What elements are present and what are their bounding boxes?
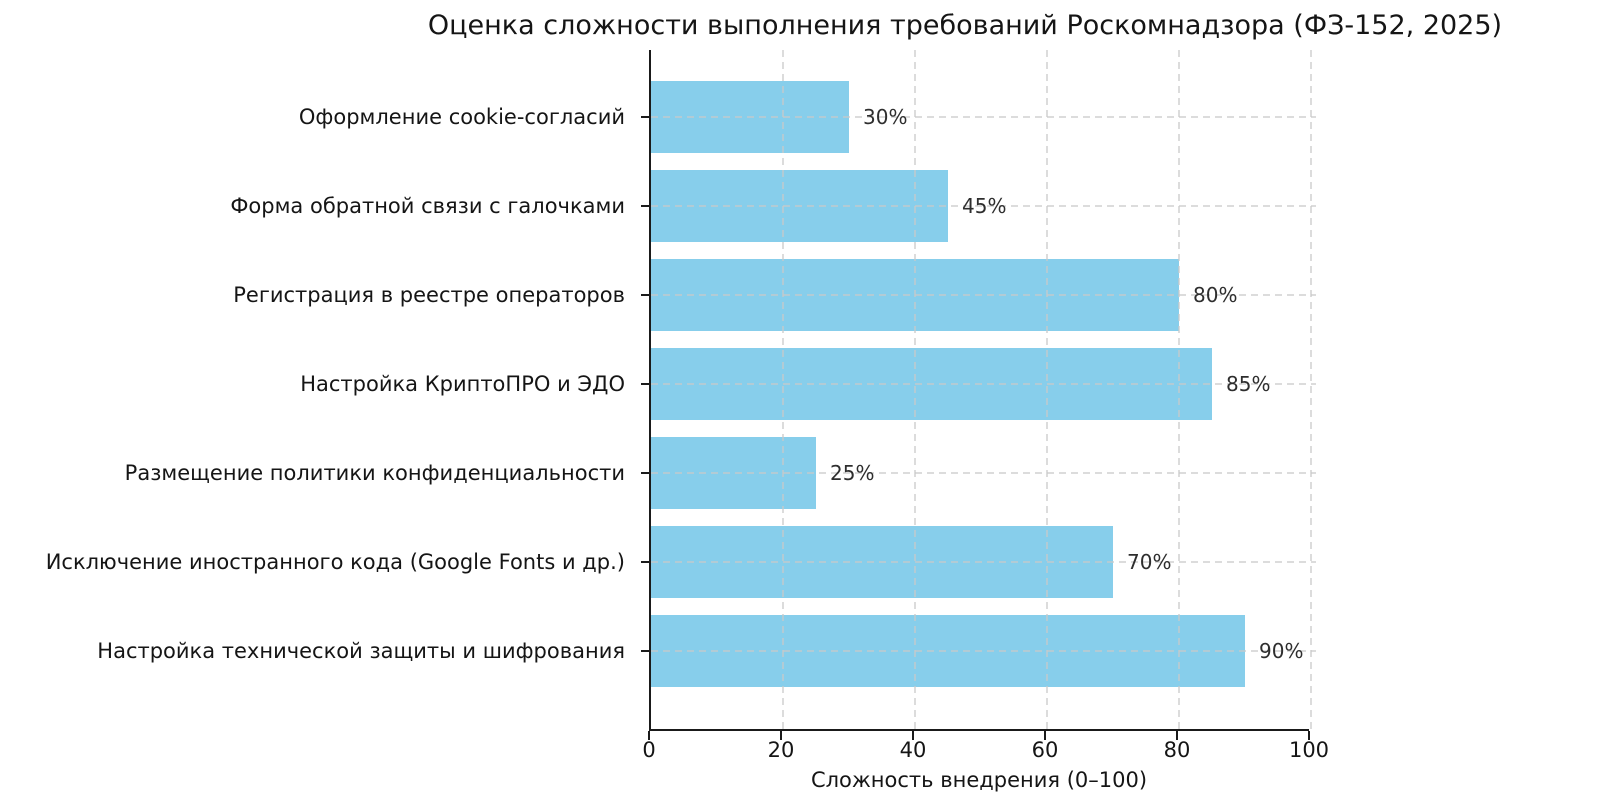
x-tick-mark xyxy=(1176,731,1178,740)
x-axis-label: Сложность внедрения (0–100) xyxy=(810,768,1148,792)
y-tick-mark xyxy=(641,471,649,474)
x-tick-label: 40 xyxy=(899,738,927,762)
y-gridline xyxy=(651,649,1316,652)
y-gridline xyxy=(651,382,1316,385)
plot-area: 30% 45% 80% 85% 25% 70% 90% xyxy=(649,50,1316,731)
bar-value-label: 70% xyxy=(1127,549,1172,574)
x-gridline xyxy=(914,50,916,729)
y-tick-mark xyxy=(641,560,649,563)
x-tick-label: 20 xyxy=(767,738,795,762)
y-gridline xyxy=(651,293,1316,296)
x-tick-label: 80 xyxy=(1163,738,1191,762)
y-tick-mark xyxy=(641,115,649,118)
bar-value-label: 90% xyxy=(1259,638,1304,663)
bar-value-label: 25% xyxy=(830,460,875,485)
category-label: Размещение политики конфиденциальности xyxy=(124,460,625,485)
x-tick-mark xyxy=(912,731,914,740)
category-label: Исключение иностранного кода (Google Fon… xyxy=(45,549,625,574)
category-label: Регистрация в реестре операторов xyxy=(233,282,625,307)
y-tick-mark xyxy=(641,293,649,296)
bar-value-label: 45% xyxy=(962,193,1007,218)
chart-title: Оценка сложности выполнения требований Р… xyxy=(427,10,1503,41)
x-gridline xyxy=(1310,50,1312,729)
x-tick-label: 100 xyxy=(1288,738,1330,762)
y-gridline xyxy=(651,471,1316,474)
y-tick-mark xyxy=(641,204,649,207)
y-tick-mark xyxy=(641,382,649,385)
y-gridline xyxy=(651,115,1316,118)
y-gridline xyxy=(651,560,1316,563)
x-gridline xyxy=(1046,50,1048,729)
y-tick-mark xyxy=(641,649,649,652)
category-label: Настройка КриптоПРО и ЭДО xyxy=(300,371,625,396)
bar-value-label: 30% xyxy=(863,104,908,129)
bar-value-label: 80% xyxy=(1193,282,1238,307)
x-gridline xyxy=(782,50,784,729)
x-tick-mark xyxy=(648,731,650,740)
x-tick-label: 0 xyxy=(642,738,656,762)
x-tick-mark xyxy=(780,731,782,740)
category-label: Форма обратной связи с галочками xyxy=(230,193,625,218)
category-label: Настройка технической защиты и шифровани… xyxy=(97,638,625,663)
x-tick-mark xyxy=(1308,731,1310,740)
x-gridline xyxy=(1178,50,1180,729)
category-label: Оформление cookie-согласий xyxy=(298,104,625,129)
x-tick-label: 60 xyxy=(1031,738,1059,762)
x-tick-mark xyxy=(1044,731,1046,740)
bar-value-label: 85% xyxy=(1226,371,1271,396)
y-gridline xyxy=(651,204,1316,207)
